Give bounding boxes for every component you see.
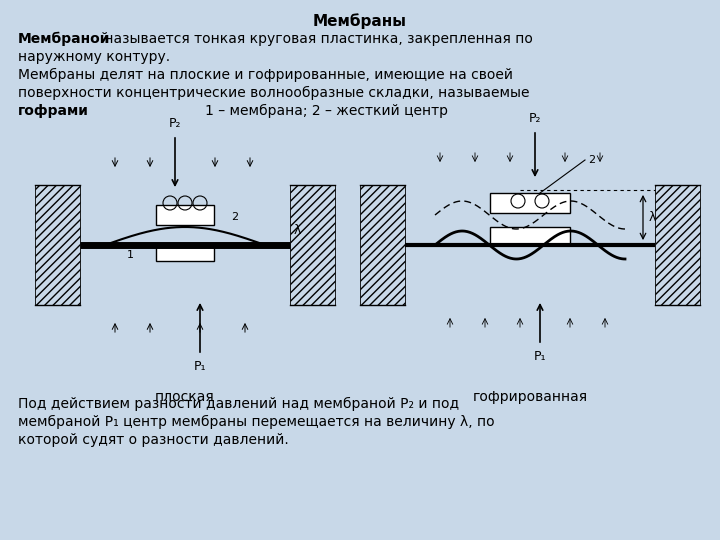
Text: плоская: плоская [155,390,215,404]
Text: P₂: P₂ [168,117,181,130]
Text: P₂: P₂ [528,112,541,125]
Bar [655,185,700,305]
Text: мембраной P₁ центр мембраны перемещается на величину λ, по: мембраной P₁ центр мембраны перемещается… [18,415,495,429]
Bar [290,185,335,305]
Bar [490,227,570,245]
Text: P₁: P₁ [194,360,206,373]
Text: Мембраны делят на плоские и гофрированные, имеющие на своей: Мембраны делят на плоские и гофрированны… [18,68,513,82]
Text: 2: 2 [231,212,238,222]
Text: P₁: P₁ [534,350,546,363]
Bar [156,247,214,261]
Text: называется тонкая круговая пластинка, закрепленная по: называется тонкая круговая пластинка, за… [100,32,533,46]
Text: λ: λ [294,224,302,237]
Bar [490,193,570,213]
Bar [156,205,214,225]
Text: 1: 1 [127,250,133,260]
Text: наружному контуру.: наружному контуру. [18,50,170,64]
Bar [35,185,80,305]
Text: гофрами: гофрами [18,104,89,118]
Text: Мембраной: Мембраной [18,32,110,46]
Text: которой судят о разности давлений.: которой судят о разности давлений. [18,433,289,447]
Text: гофрированная: гофрированная [472,390,588,404]
Bar [360,185,405,305]
Text: Под действием разности давлений над мембраной P₂ и под: Под действием разности давлений над мемб… [18,397,459,411]
Text: 1 – мембрана; 2 – жесткий центр: 1 – мембрана; 2 – жесткий центр [205,104,448,118]
Text: Мембраны: Мембраны [313,13,407,29]
Text: λ: λ [649,211,657,224]
Text: 2: 2 [588,155,595,165]
Text: поверхности концентрические волнообразные складки, называемые: поверхности концентрические волнообразны… [18,86,529,100]
